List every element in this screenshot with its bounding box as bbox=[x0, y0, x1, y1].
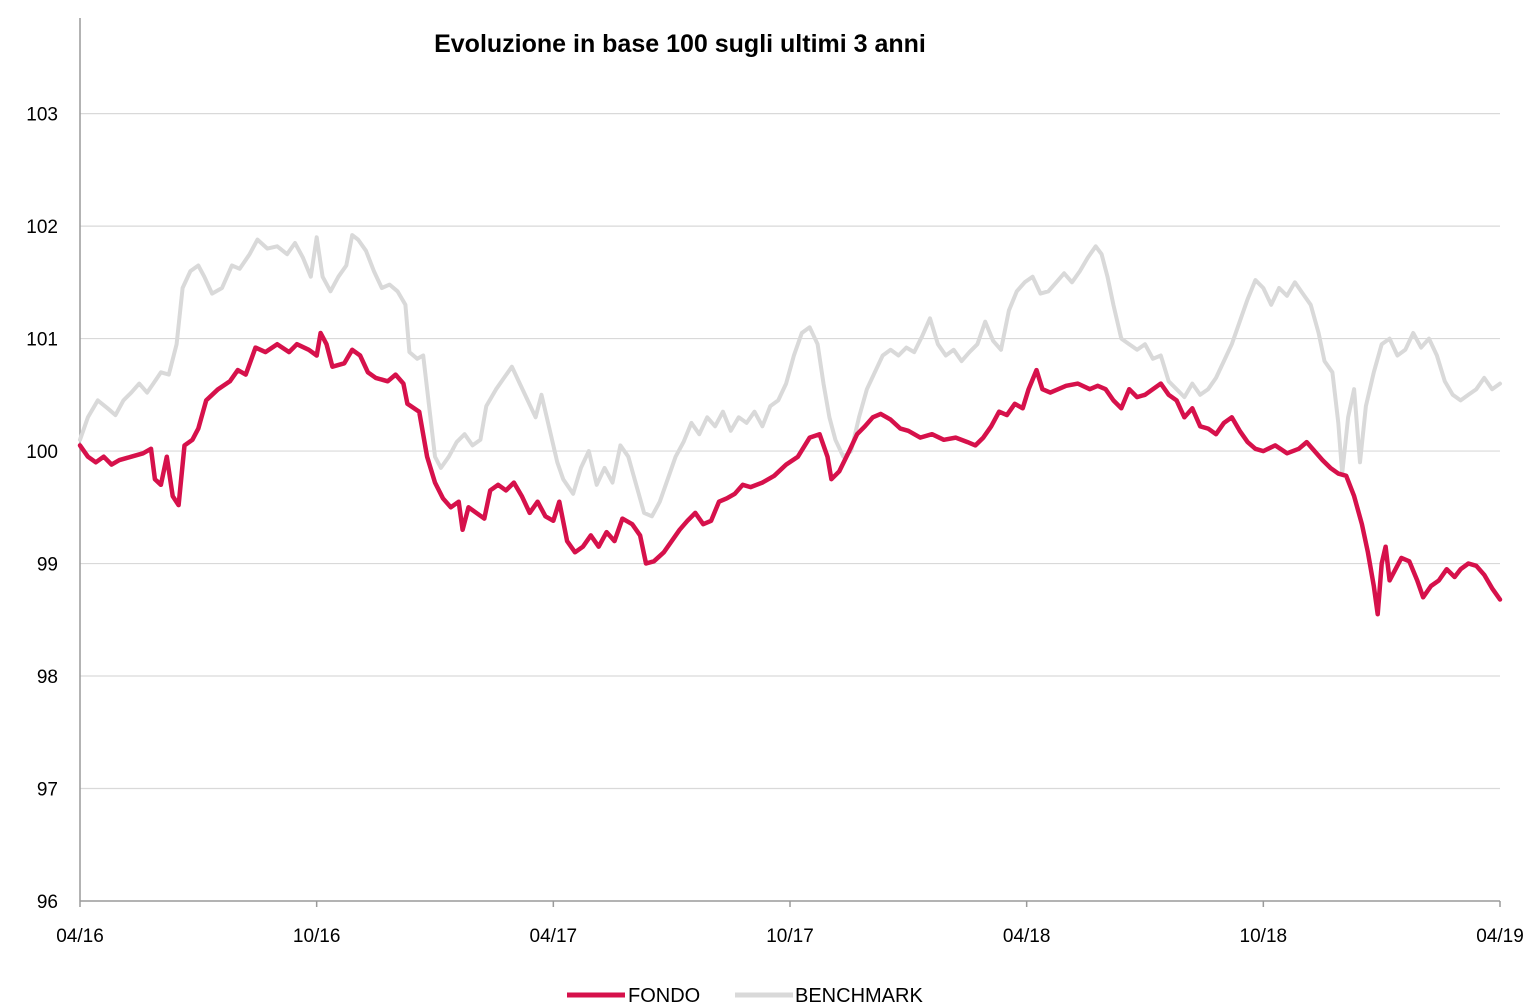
y-tick-label: 101 bbox=[26, 330, 58, 351]
x-tick-label: 04/16 bbox=[56, 926, 104, 947]
x-tick-label: 04/18 bbox=[1003, 926, 1051, 947]
gridlines bbox=[80, 113, 1500, 790]
chart-title: Evoluzione in base 100 sugli ultimi 3 an… bbox=[434, 30, 926, 58]
y-tick-label: 97 bbox=[37, 780, 58, 801]
y-tick-label: 96 bbox=[37, 892, 58, 913]
series-line-benchmark bbox=[78, 233, 1502, 519]
legend-label-fondo: FONDO bbox=[628, 985, 700, 1007]
x-tick-label: 04/19 bbox=[1476, 926, 1524, 947]
y-tick-label: 99 bbox=[37, 555, 58, 576]
legend-label-benchmark: BENCHMARK bbox=[795, 985, 923, 1007]
x-tick-label: 10/16 bbox=[293, 926, 341, 947]
y-tick-label: 98 bbox=[37, 667, 58, 688]
legend: FONDO BENCHMARK bbox=[567, 985, 923, 1007]
x-tick-label: 10/18 bbox=[1240, 926, 1288, 947]
series-lines bbox=[77, 233, 1503, 617]
y-tick-label: 103 bbox=[26, 105, 58, 126]
y-tick-label: 100 bbox=[26, 442, 58, 463]
x-tick-label: 04/17 bbox=[530, 926, 578, 947]
x-tick-label: 10/17 bbox=[766, 926, 814, 947]
series-line-fondo bbox=[77, 330, 1503, 617]
y-tick-labels: 96 97 98 99 100 101 102 103 bbox=[26, 105, 58, 913]
x-tick-labels: 04/16 10/16 04/17 10/17 04/18 10/18 04/19 bbox=[56, 901, 1524, 947]
y-tick-label: 102 bbox=[26, 217, 58, 238]
